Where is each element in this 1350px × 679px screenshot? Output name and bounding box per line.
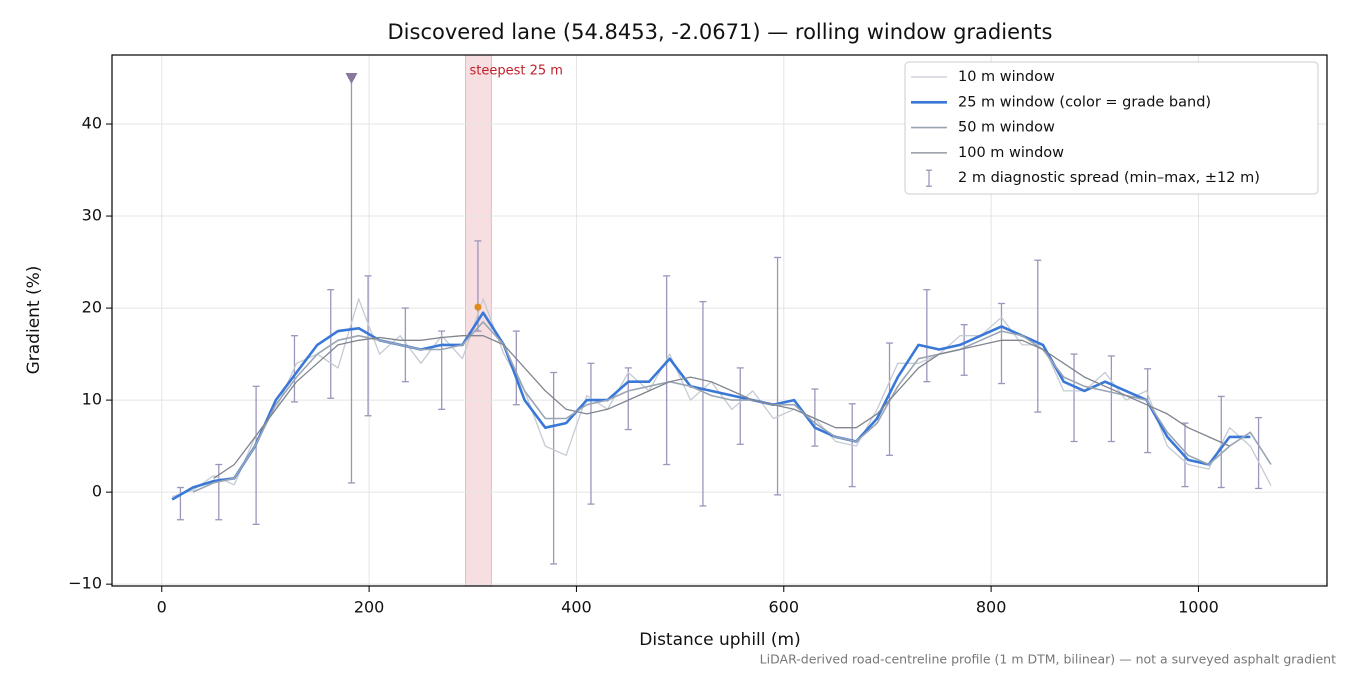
plot-frame bbox=[111, 54, 1328, 587]
x-tick-label: 600 bbox=[769, 598, 800, 617]
line-series bbox=[213, 335, 1230, 479]
error-bar bbox=[252, 385, 260, 525]
error-bar bbox=[811, 388, 819, 447]
error-bar bbox=[960, 323, 968, 376]
legend-label: 10 m window bbox=[958, 69, 1055, 85]
x-tick-label: 400 bbox=[561, 598, 592, 617]
y-tick-label: 30 bbox=[82, 206, 102, 225]
y-tick-label: 20 bbox=[82, 298, 102, 317]
error-bar bbox=[1070, 353, 1078, 443]
error-bar bbox=[1107, 355, 1115, 443]
x-axis-label: Distance uphill (m) bbox=[639, 630, 800, 650]
chart-title: Discovered lane (54.8453, -2.0671) — rol… bbox=[388, 20, 1053, 44]
x-tick-label: 0 bbox=[157, 598, 167, 617]
error-bar bbox=[364, 275, 372, 417]
error-bar bbox=[587, 362, 595, 505]
error-bar bbox=[347, 77, 355, 484]
error-bar bbox=[1144, 368, 1152, 454]
error-bar bbox=[736, 367, 744, 445]
error-bar bbox=[327, 289, 335, 399]
y-tick-label: 0 bbox=[92, 482, 102, 501]
legend-label: 25 m window (color = grade band) bbox=[958, 94, 1211, 110]
x-tick-label: 200 bbox=[354, 598, 385, 617]
error-bar bbox=[1034, 259, 1042, 413]
error-bar bbox=[699, 300, 707, 507]
legend-label: 50 m window bbox=[958, 120, 1055, 136]
y-tick-label: 10 bbox=[82, 390, 102, 409]
line-series bbox=[171, 311, 1251, 501]
x-tick-label: 1000 bbox=[1178, 598, 1219, 617]
error-bar bbox=[624, 367, 632, 431]
y-axis-label: Gradient (%) bbox=[24, 266, 44, 375]
legend-label: 2 m diagnostic spread (min–max, ±12 m) bbox=[958, 170, 1260, 186]
error-bar bbox=[774, 256, 782, 496]
legend-label: 100 m window bbox=[958, 145, 1064, 161]
error-bar bbox=[176, 486, 184, 521]
error-bar bbox=[1255, 416, 1263, 490]
x-tick-label: 800 bbox=[976, 598, 1007, 617]
y-tick-label: 40 bbox=[82, 114, 102, 133]
line-series bbox=[192, 321, 1272, 493]
outlier-marker bbox=[345, 73, 358, 85]
error-bar bbox=[512, 330, 520, 406]
highlight-label: steepest 25 m bbox=[470, 64, 563, 79]
error-bar bbox=[438, 330, 446, 410]
peak-point bbox=[474, 303, 482, 311]
error-bar bbox=[550, 371, 558, 565]
error-bar bbox=[997, 302, 1005, 385]
legend-box bbox=[904, 61, 1319, 195]
error-bar bbox=[663, 275, 671, 466]
error-bar bbox=[215, 463, 223, 521]
footnote: LiDAR-derived road-centreline profile (1… bbox=[760, 652, 1336, 667]
y-tick-label: −10 bbox=[68, 574, 102, 593]
error-bar bbox=[923, 289, 931, 383]
